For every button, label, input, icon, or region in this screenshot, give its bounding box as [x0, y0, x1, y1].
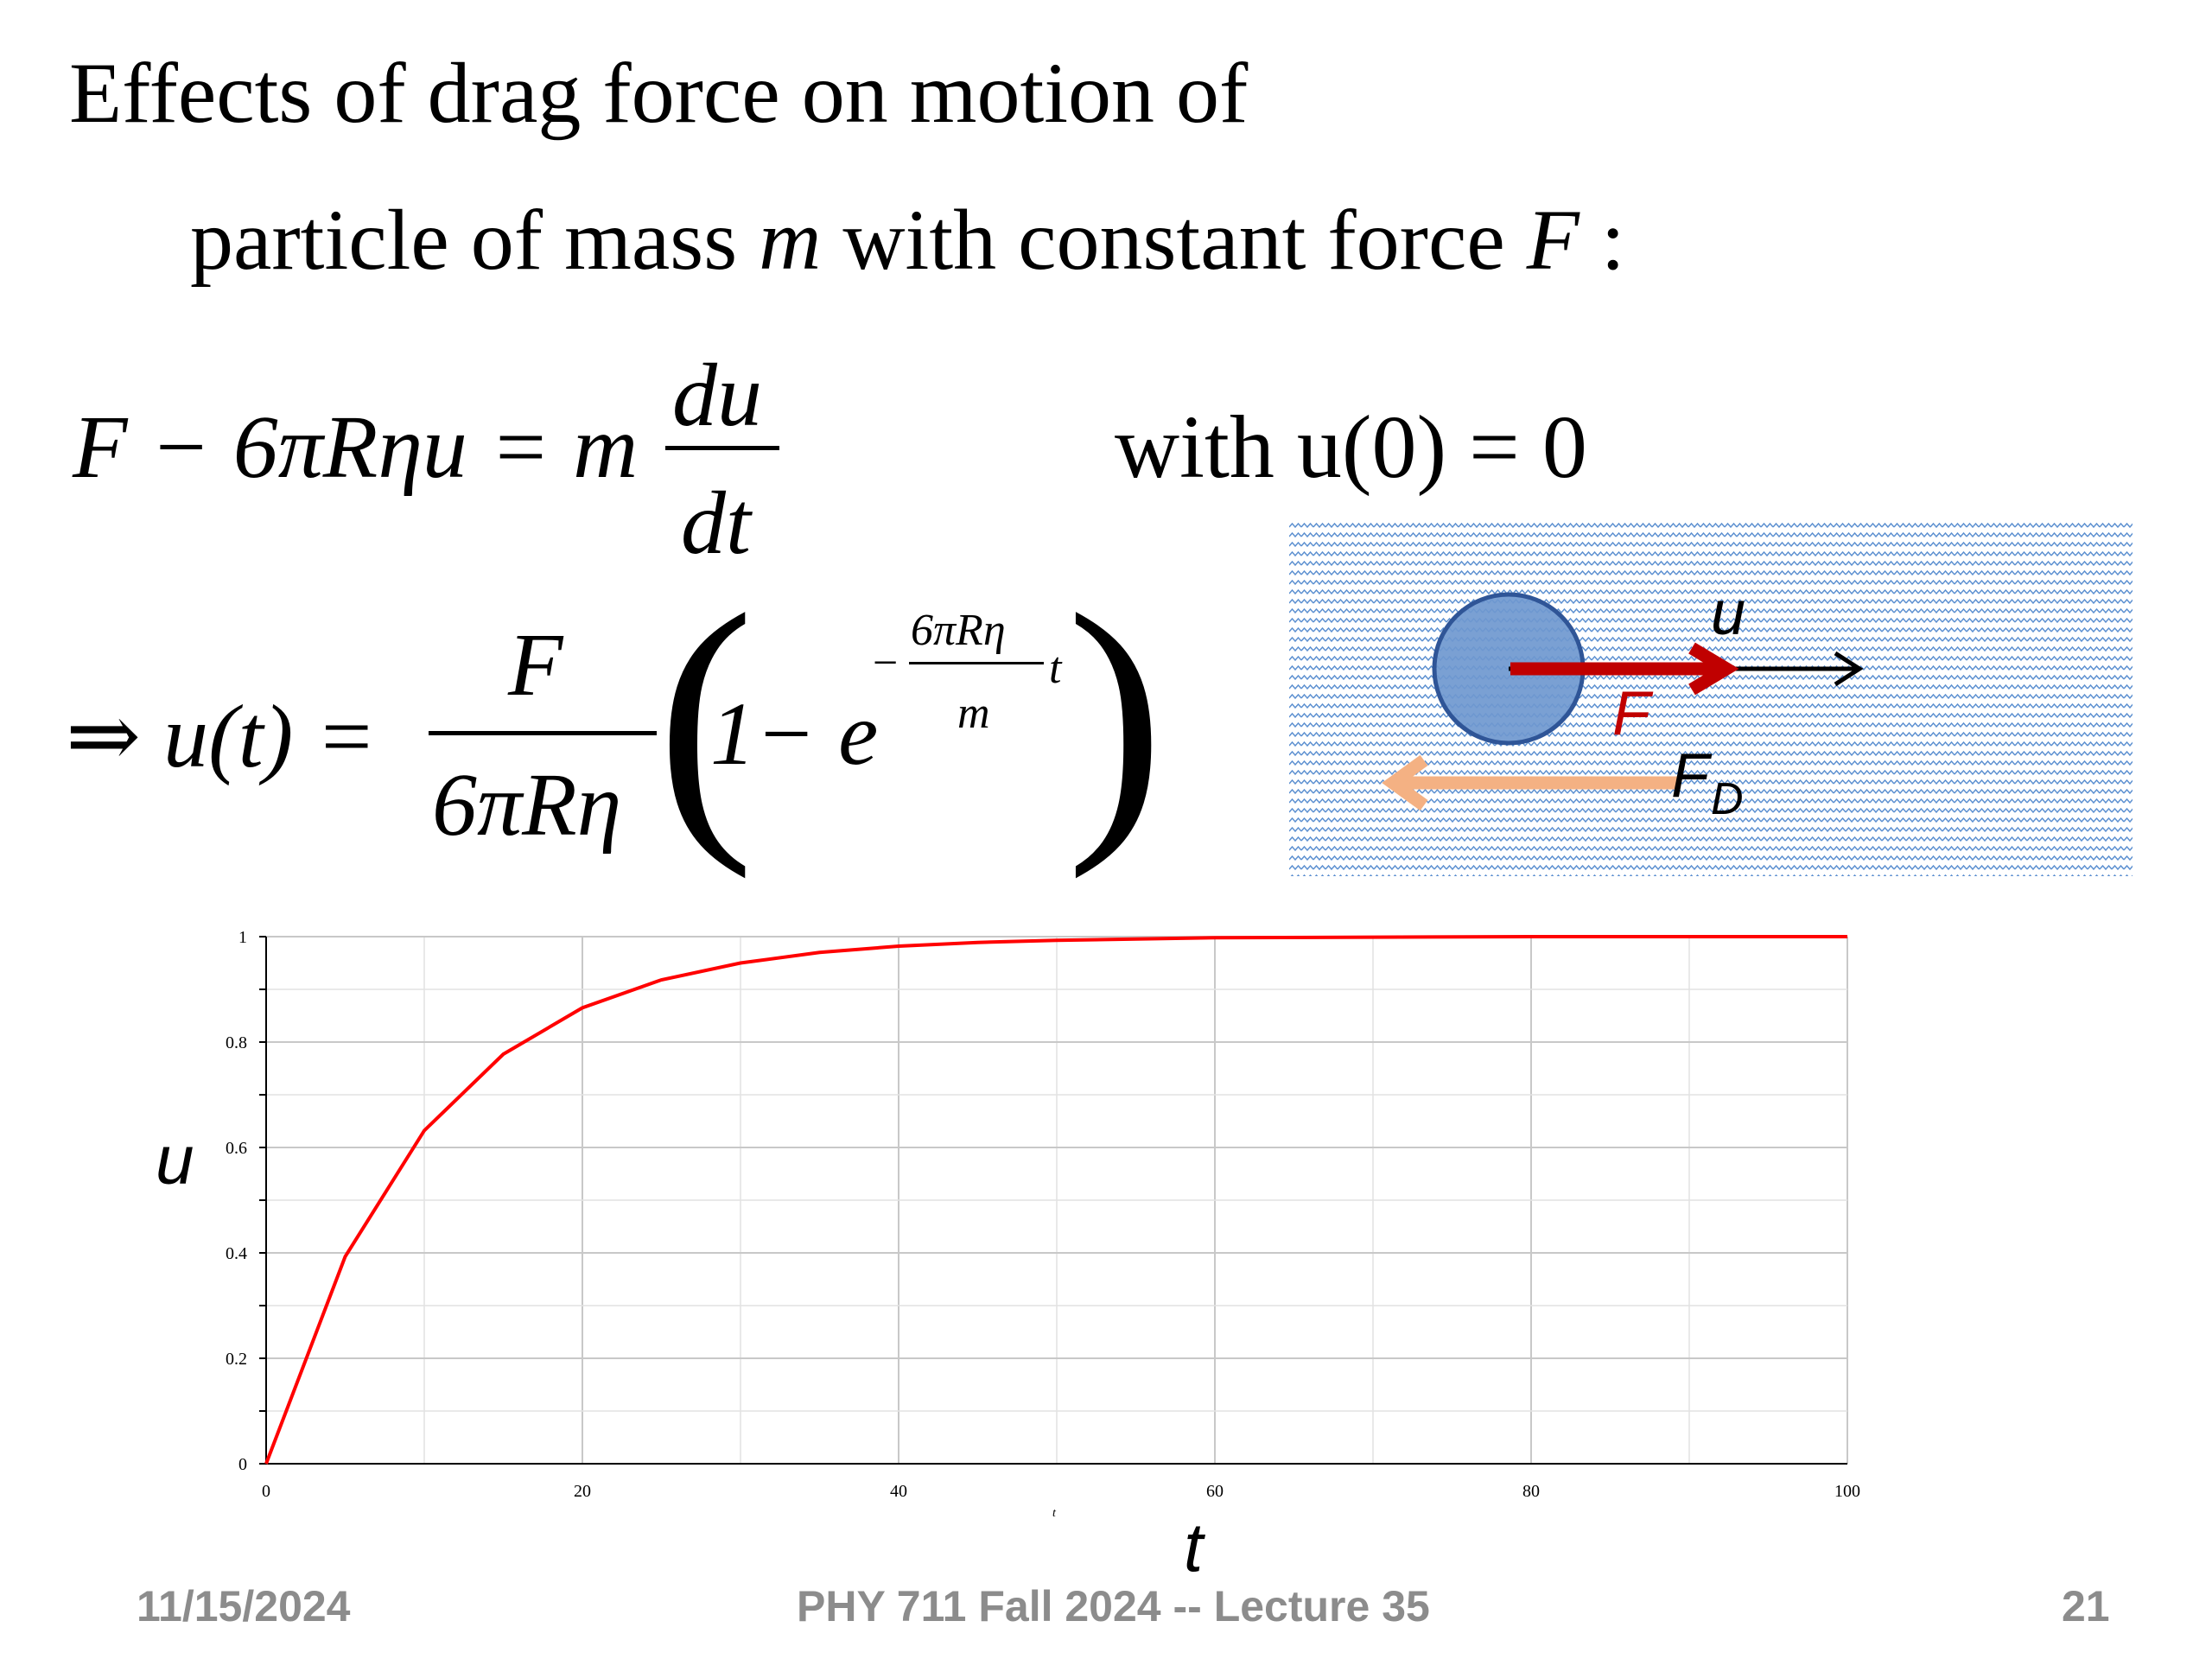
equation-2-exponent-t: t — [1049, 644, 1062, 693]
chart-axes — [259, 936, 1847, 1465]
footer-page-number: 21 — [2062, 1582, 2110, 1630]
y-tick-label: 0.4 — [226, 1244, 247, 1263]
x-tick-label: 20 — [574, 1482, 591, 1501]
equation-2-left-paren: ( — [657, 554, 755, 880]
water-wave-pattern — [1289, 522, 2133, 876]
series-line-u — [264, 935, 1847, 1465]
x-axis-small-label: t — [1052, 1507, 1057, 1520]
title-symbol-F: F — [1526, 192, 1580, 288]
equation-2-exponent-numerator: 6πRη — [911, 606, 1006, 655]
x-tick-label: 80 — [1522, 1482, 1540, 1501]
y-tick-label: 0 — [238, 1455, 247, 1474]
equation-2-lhs: ⇒ u(t) = — [66, 687, 377, 786]
footer-course: PHY 711 Fall 2024 -- Lecture 35 — [797, 1582, 1430, 1630]
drag-arrowhead — [1382, 754, 1428, 811]
label-drag-subscript: D — [1711, 774, 1744, 824]
drag-diagram: u F F D — [1289, 522, 2133, 876]
equation-1-numerator: du — [672, 346, 762, 445]
y-tick-label: 0.2 — [226, 1350, 247, 1369]
footer-date: 11/15/2024 — [137, 1582, 351, 1630]
chart-tick-labels: 0 20 40 60 80 100 0 0.2 0.4 0.6 0.8 1 — [226, 928, 1860, 1501]
equation-2-right-paren: ) — [1066, 554, 1165, 880]
slide-title-line2: particle of mass m with constant force F… — [190, 197, 1625, 283]
x-tick-label: 0 — [262, 1482, 270, 1501]
x-tick-label: 60 — [1206, 1482, 1224, 1501]
equation-1-denominator: dt — [681, 474, 751, 573]
y-tick-label: 1 — [238, 928, 247, 947]
equation-2-exponent-bar — [909, 662, 1044, 664]
x-tick-label: 100 — [1834, 1482, 1860, 1501]
velocity-chart: 0 20 40 60 80 100 0 0.2 0.4 0.6 0.8 1 t t u — [156, 928, 1860, 1581]
equation-2-denominator: 6πRη — [432, 755, 622, 855]
equation-2-exponent-sign: − — [873, 639, 899, 688]
title-text-a: particle of mass — [190, 192, 760, 288]
equation-2-exponent-denominator: m — [957, 689, 990, 738]
label-force: F — [1612, 679, 1654, 748]
chart-grid — [265, 936, 1848, 1465]
label-drag-force: F — [1671, 741, 1713, 810]
equation-2-numerator: F — [508, 615, 563, 715]
force-arrowhead — [1688, 642, 1739, 696]
title-text-b: with constant force — [821, 192, 1527, 288]
y-axis-label: u — [156, 1122, 194, 1198]
y-tick-label: 0.6 — [226, 1139, 247, 1158]
velocity-arrowhead — [1834, 651, 1864, 687]
equation-1-fraction-bar — [665, 446, 779, 450]
title-text-c: : — [1579, 192, 1625, 288]
x-tick-label: 40 — [890, 1482, 907, 1501]
x-axis-label: t — [1184, 1509, 1205, 1581]
equation-2-one-minus-e: 1− e — [710, 684, 879, 784]
slide-title-line1: Effects of drag force on motion of — [69, 45, 1249, 141]
equation-1-lhs: F − 6πRηu = m — [73, 397, 639, 497]
title-symbol-m: m — [759, 192, 822, 288]
label-u: u — [1711, 579, 1745, 648]
equation-1-condition: with u(0) = 0 — [1115, 397, 1587, 497]
equation-2-fraction-bar — [429, 731, 657, 735]
y-tick-label: 0.8 — [226, 1033, 247, 1052]
